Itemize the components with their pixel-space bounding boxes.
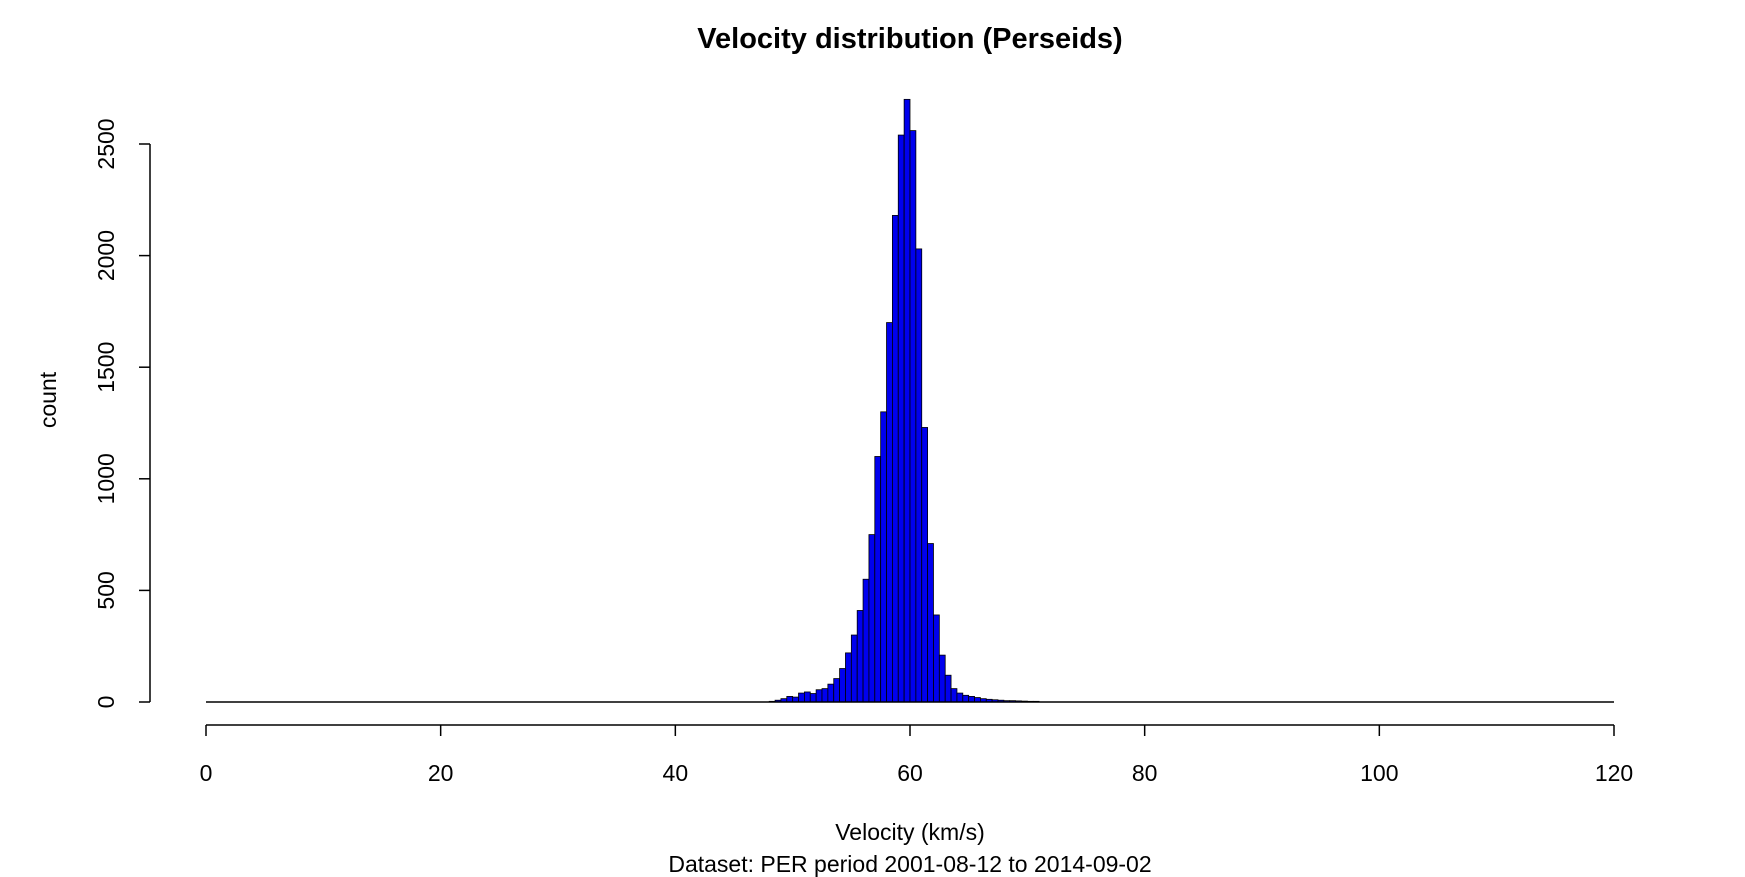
histogram-bar (892, 215, 899, 703)
histogram-bar (815, 689, 823, 703)
chart-subtitle: Dataset: PER period 2001-08-12 to 2014-0… (668, 851, 1151, 877)
histogram-bar (933, 614, 940, 703)
histogram-bar (821, 688, 829, 703)
histogram-bar (909, 130, 917, 703)
y-tick-label: 500 (93, 571, 119, 609)
histogram-bar (903, 98, 911, 703)
histogram-bar (862, 578, 870, 703)
x-tick-label: 0 (200, 760, 213, 786)
x-tick-label: 80 (1132, 760, 1158, 786)
histogram-bar (921, 427, 929, 703)
histogram-bar (786, 696, 794, 703)
histogram-bar (968, 696, 975, 703)
histogram-bar (927, 543, 934, 703)
histogram-bar (809, 693, 817, 703)
x-tick-label: 100 (1360, 760, 1398, 786)
y-axis-label: count (35, 371, 61, 428)
x-axis: 0 20 40 60 80 100 120 (200, 724, 1633, 786)
y-tick-label: 1500 (93, 342, 119, 393)
y-axis: 0 500 1000 1500 2000 2500 (93, 118, 151, 709)
histogram-bar (880, 411, 887, 703)
y-tick-label: 2500 (93, 118, 119, 169)
histogram-bar (874, 456, 882, 703)
histogram-bar (833, 678, 841, 703)
histogram-bar (868, 534, 876, 703)
histogram-bar (798, 692, 805, 703)
histogram-bar (915, 248, 923, 703)
histogram-bar (944, 674, 952, 703)
histogram-bar (962, 694, 970, 703)
histogram-bar (856, 610, 864, 703)
x-tick-label: 60 (897, 760, 923, 786)
histogram-bar (956, 692, 964, 703)
histogram-bar (897, 134, 905, 703)
histogram-bar (850, 634, 858, 703)
histogram-bar (839, 668, 846, 703)
y-tick-label: 1000 (93, 453, 119, 504)
y-tick-label: 0 (93, 696, 119, 709)
x-tick-label: 40 (663, 760, 689, 786)
y-tick-label: 2000 (93, 230, 119, 281)
x-tick-label: 120 (1595, 760, 1633, 786)
histogram-bar (845, 652, 852, 703)
histogram-bar (950, 688, 958, 703)
chart-title: Velocity distribution (Perseids) (697, 23, 1122, 55)
histogram-bar (827, 683, 835, 703)
histogram-bar (886, 322, 893, 703)
histogram-bar (804, 691, 811, 703)
bars-group (768, 98, 1040, 703)
x-axis-label: Velocity (km/s) (835, 819, 985, 845)
x-tick-label: 20 (428, 760, 454, 786)
histogram-bar (938, 654, 946, 703)
